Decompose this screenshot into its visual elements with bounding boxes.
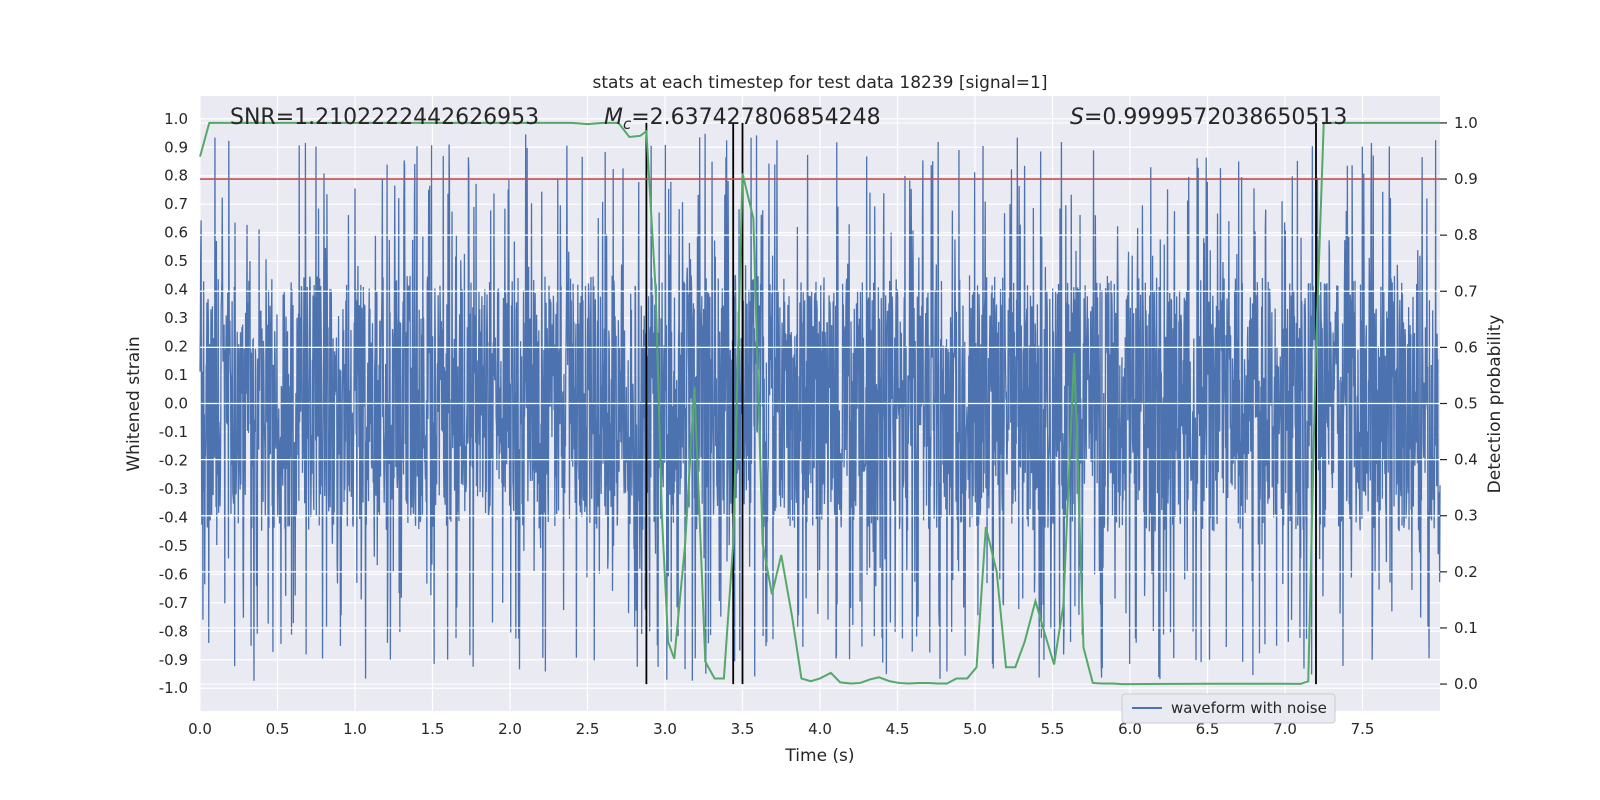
y-tick-label: -1.0 bbox=[159, 679, 188, 697]
y-tick-label: 0.3 bbox=[164, 309, 188, 327]
waveform-series bbox=[199, 133, 1441, 681]
y-tick-label: 0.0 bbox=[164, 395, 188, 413]
x-tick-label: 4.5 bbox=[886, 720, 910, 738]
y2-tick-label: 0.9 bbox=[1454, 170, 1478, 188]
s-value: =0.9999572038650513 bbox=[1084, 105, 1347, 130]
x-tick-label: 7.5 bbox=[1351, 720, 1375, 738]
y2-tick-label: 0.0 bbox=[1454, 675, 1478, 693]
x-tick-label: 0.5 bbox=[266, 720, 290, 738]
waveform-series-line bbox=[199, 133, 1441, 681]
y-tick-label: -0.2 bbox=[159, 451, 188, 469]
snr-annotation: SNR=1.2102222442626953 bbox=[230, 105, 539, 130]
x-tick-label: 3.0 bbox=[653, 720, 677, 738]
x-tick-label: 4.0 bbox=[808, 720, 832, 738]
legend: waveform with noise bbox=[1121, 693, 1336, 724]
probability-series-line bbox=[199, 121, 1440, 686]
x-tick-label: 6.0 bbox=[1118, 720, 1142, 738]
y-tick-label: 0.5 bbox=[164, 252, 188, 270]
y-tick-label: -0.4 bbox=[159, 508, 188, 526]
chirp-mass-annotation: Mc=2.637427806854248 bbox=[604, 105, 881, 133]
chart-title: stats at each timestep for test data 182… bbox=[593, 73, 1048, 93]
x-tick-label: 7.0 bbox=[1273, 720, 1297, 738]
y-tick-label: 0.7 bbox=[164, 195, 188, 213]
y2-tick-label: 0.6 bbox=[1454, 338, 1478, 356]
x-axis-ticks: 0.0 0.5 1.0 1.5 2.0 2.5 3.0 3.5 4.0 4.5 5.0 5.5 6.0 6… bbox=[188, 720, 1374, 738]
y-axis-ticks: 1.0 0.9 0.8 0.7 0.6 0.5 0.4 0.3 0.2 0.1 0.0 -0.1 -0.… bbox=[159, 110, 188, 697]
y-tick-label: 1.0 bbox=[164, 110, 188, 128]
y2-tick-label: 0.7 bbox=[1454, 282, 1478, 300]
s-annotation: S=0.9999572038650513 bbox=[1070, 105, 1347, 130]
y-tick-label: 0.2 bbox=[164, 338, 188, 356]
x-tick-label: 6.5 bbox=[1196, 720, 1220, 738]
y2-tick-label: 1.0 bbox=[1454, 114, 1478, 132]
legend-label: waveform with noise bbox=[1171, 699, 1327, 717]
x-tick-label: 3.5 bbox=[731, 720, 755, 738]
chirp-mass-subscript: c bbox=[623, 115, 632, 133]
x-tick-label: 5.0 bbox=[963, 720, 987, 738]
chirp-mass-value: =2.637427806854248 bbox=[631, 105, 880, 130]
y-tick-label: 0.6 bbox=[164, 224, 188, 242]
x-tick-label: 1.5 bbox=[421, 720, 445, 738]
y-tick-label: -0.1 bbox=[159, 423, 188, 441]
y-tick-label: 0.9 bbox=[164, 138, 188, 156]
x-tick-label: 0.0 bbox=[188, 720, 212, 738]
x-tick-label: 5.5 bbox=[1041, 720, 1065, 738]
y-tick-label: -0.6 bbox=[159, 565, 188, 583]
y-tick-label: 0.1 bbox=[164, 366, 188, 384]
y2-axis-ticks: 1.0 0.9 0.8 0.7 0.6 0.5 0.4 0.3 0.2 0.1 0.0 bbox=[1440, 114, 1478, 693]
y2-tick-label: 0.1 bbox=[1454, 619, 1478, 637]
y-tick-label: 0.8 bbox=[164, 167, 188, 185]
y-tick-label: -0.3 bbox=[159, 480, 188, 498]
y-tick-label: 0.4 bbox=[164, 281, 188, 299]
y2-tick-label: 0.4 bbox=[1454, 451, 1478, 469]
legend-box bbox=[1121, 693, 1336, 724]
y2-axis-title: Detection probability bbox=[1485, 315, 1505, 494]
vertical-markers bbox=[645, 122, 1317, 685]
s-symbol: S bbox=[1070, 105, 1084, 130]
x-tick-label: 2.5 bbox=[576, 720, 600, 738]
y-tick-label: -0.8 bbox=[159, 622, 188, 640]
y2-tick-label: 0.2 bbox=[1454, 563, 1478, 581]
x-axis-title: Time (s) bbox=[784, 746, 854, 766]
x-tick-label: 2.0 bbox=[498, 720, 522, 738]
chirp-mass-symbol: M bbox=[604, 105, 623, 130]
y2-tick-label: 0.8 bbox=[1454, 226, 1478, 244]
y-tick-label: -0.9 bbox=[159, 651, 188, 669]
y-axis-title: Whitened strain bbox=[124, 336, 144, 471]
x-tick-label: 1.0 bbox=[343, 720, 367, 738]
y-tick-label: -0.5 bbox=[159, 537, 188, 555]
y-tick-label: -0.7 bbox=[159, 594, 188, 612]
y2-tick-label: 0.3 bbox=[1454, 507, 1478, 525]
y2-tick-label: 0.5 bbox=[1454, 395, 1478, 413]
